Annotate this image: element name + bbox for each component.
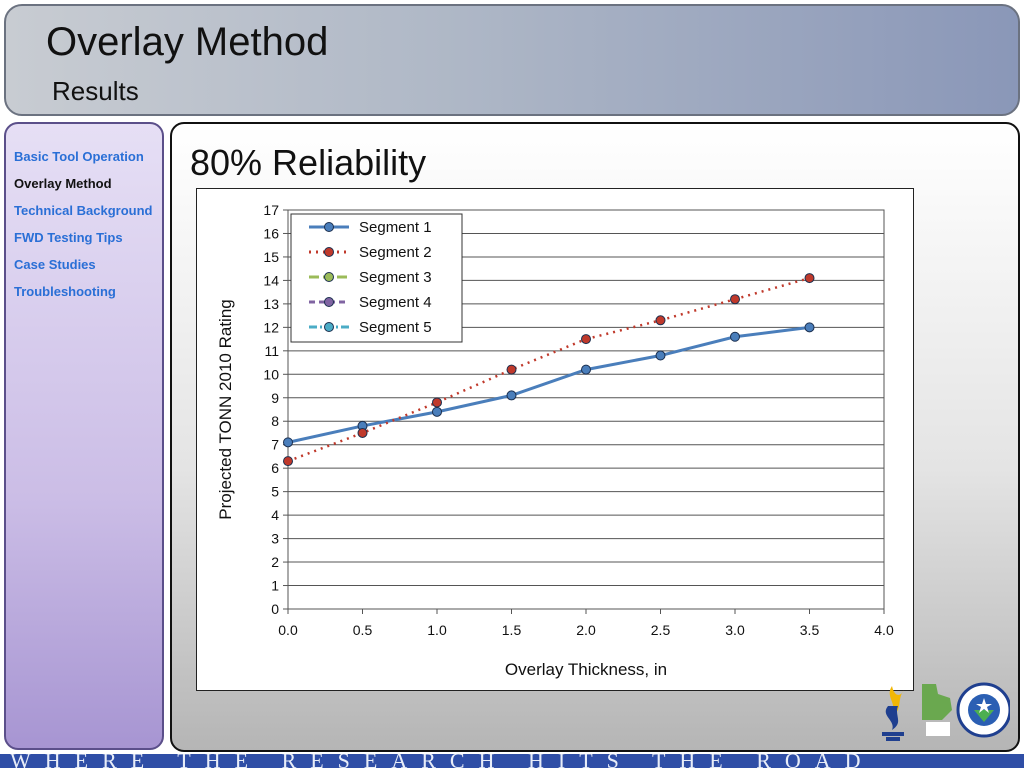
legend-marker	[324, 247, 334, 257]
x-tick-label: 0.0	[278, 622, 298, 638]
y-tick-label: 5	[271, 484, 279, 500]
x-tick-label: 1.0	[427, 622, 447, 638]
x-tick-label: 2.0	[576, 622, 596, 638]
data-point-segment-2	[283, 456, 293, 467]
y-tick-label: 8	[271, 413, 279, 429]
x-tick-label: 2.5	[651, 622, 671, 638]
x-tick-label: 4.0	[874, 622, 894, 638]
legend-marker	[324, 222, 334, 232]
sidebar-item-case-studies[interactable]: Case Studies	[14, 257, 96, 272]
footer-tagline: WHERE THE RESEARCH HITS THE ROAD	[10, 754, 875, 768]
x-tick-label: 3.5	[800, 622, 820, 638]
data-point-segment-2	[581, 334, 591, 345]
x-axis-label: Overlay Thickness, in	[505, 660, 667, 679]
sidebar-item-basic-tool-operation[interactable]: Basic Tool Operation	[14, 149, 144, 164]
x-tick-label: 0.5	[353, 622, 373, 638]
mndot-seal-icon	[956, 682, 1010, 738]
legend-marker	[324, 297, 334, 307]
content-panel: 80% Reliability 0 1 2 3 4 5 6 7 8 9 10 11 12 13 14 15 16…	[170, 122, 1020, 752]
plot-area	[287, 209, 885, 610]
sponsor-logos	[882, 682, 1010, 741]
slide-subtitle: Results	[52, 76, 139, 106]
sidebar-item-troubleshooting[interactable]: Troubleshooting	[14, 284, 116, 299]
data-point-segment-1	[581, 364, 591, 375]
y-tick-label: 11	[264, 343, 279, 359]
legend-marker	[324, 322, 334, 332]
legend-marker	[324, 272, 334, 282]
footer-banner: WHERE THE RESEARCH HITS THE ROAD	[0, 754, 1024, 768]
slide-title: Overlay Method	[46, 20, 329, 64]
data-point-segment-1	[432, 406, 442, 417]
y-tick-label: 12	[263, 319, 279, 335]
y-tick-label: 16	[263, 225, 279, 241]
y-tick-label: 15	[263, 249, 279, 265]
y-tick-label: 14	[263, 272, 279, 288]
data-point-segment-2	[730, 294, 740, 305]
y-axis-label: Projected TONN 2010 Rating	[216, 299, 235, 520]
data-point-segment-2	[432, 397, 442, 408]
sidebar-item-overlay-method[interactable]: Overlay Method	[14, 176, 112, 191]
series-line-1	[287, 325, 810, 444]
lrrb-logo-icon	[922, 684, 952, 736]
slide-header: Overlay Method Results	[4, 4, 1020, 116]
sidebar-item-technical-background[interactable]: Technical Background	[14, 202, 164, 219]
sidebar-nav: Basic Tool Operation Overlay Method Tech…	[14, 148, 164, 310]
legend	[290, 213, 463, 343]
series-line-2	[287, 276, 810, 463]
data-point-segment-2	[506, 364, 517, 375]
y-tick-label: 13	[263, 296, 279, 312]
y-tick-label: 9	[271, 390, 279, 406]
section-heading: 80% Reliability	[190, 142, 427, 183]
y-tick-label: 0	[271, 601, 279, 617]
x-tick-label: 1.5	[502, 622, 522, 638]
y-tick-label: 17	[263, 202, 279, 218]
legend-label: Segment 4	[359, 294, 432, 311]
y-tick-label: 6	[271, 460, 279, 476]
y-tick-label: 1	[271, 578, 279, 594]
torch-logo-icon	[882, 686, 904, 741]
y-tick-label: 2	[271, 554, 279, 570]
sidebar: Basic Tool Operation Overlay Method Tech…	[4, 122, 164, 750]
legend-label: Segment 3	[359, 269, 432, 286]
data-point-segment-1	[655, 350, 666, 361]
data-point-segment-1	[283, 437, 293, 448]
legend-label: Segment 2	[359, 244, 432, 261]
y-tick-label: 10	[263, 366, 279, 382]
y-tick-label: 3	[271, 531, 279, 547]
data-point-segment-2	[655, 315, 666, 326]
legend-label: Segment 1	[359, 219, 432, 236]
data-point-segment-1	[730, 331, 740, 342]
sidebar-item-fwd-testing-tips[interactable]: FWD Testing Tips	[14, 230, 123, 245]
y-tick-label: 7	[271, 437, 279, 453]
chart-container: 0 1 2 3 4 5 6 7 8 9 10 11 12 13 14 15 16 17 0.0 0.5 1.0 1.5 2.…	[196, 188, 914, 691]
sidebar-item-label: Technical Background	[14, 203, 153, 218]
x-tick-label: 3.0	[725, 622, 745, 638]
y-tick-label: 4	[271, 507, 279, 523]
data-point-segment-1	[804, 322, 815, 333]
data-point-segment-2	[804, 273, 815, 284]
data-point-segment-1	[506, 390, 517, 401]
legend-label: Segment 5	[359, 319, 432, 336]
data-point-segment-2	[357, 427, 368, 438]
